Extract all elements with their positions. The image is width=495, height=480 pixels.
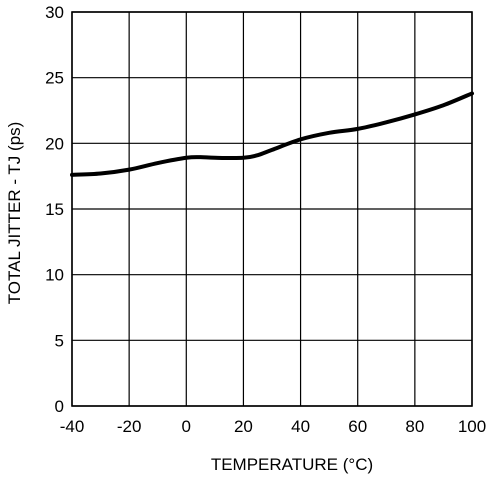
series-line: [70, 91, 474, 177]
x-tick-label: 60: [348, 417, 367, 436]
x-tick-label: 40: [291, 417, 310, 436]
x-tick-label: 20: [234, 417, 253, 436]
y-tick-label: 20: [45, 134, 64, 153]
y-tick-labels: 0 5 10 15 20 25 30: [45, 3, 64, 416]
y-tick-label: 25: [45, 69, 64, 88]
x-tick-labels: -40 -20 0 20 40 60 80 100: [60, 417, 486, 436]
grid: [71, 11, 473, 407]
x-axis-title: TEMPERATURE (°C): [211, 455, 373, 474]
plot-frame: [71, 11, 473, 407]
x-tick-label: -20: [117, 417, 142, 436]
y-tick-label: 30: [45, 3, 64, 22]
x-tick-label: 0: [182, 417, 191, 436]
series-layer: [70, 91, 474, 177]
y-tick-label: 15: [45, 200, 64, 219]
x-tick-label: -40: [60, 417, 85, 436]
x-tick-label: 100: [458, 417, 486, 436]
x-tick-label: 80: [405, 417, 424, 436]
y-tick-label: 10: [45, 266, 64, 285]
y-tick-label: 0: [55, 397, 64, 416]
y-axis-title: TOTAL JITTER - TJ (ps): [5, 122, 24, 305]
y-tick-label: 5: [55, 331, 64, 350]
